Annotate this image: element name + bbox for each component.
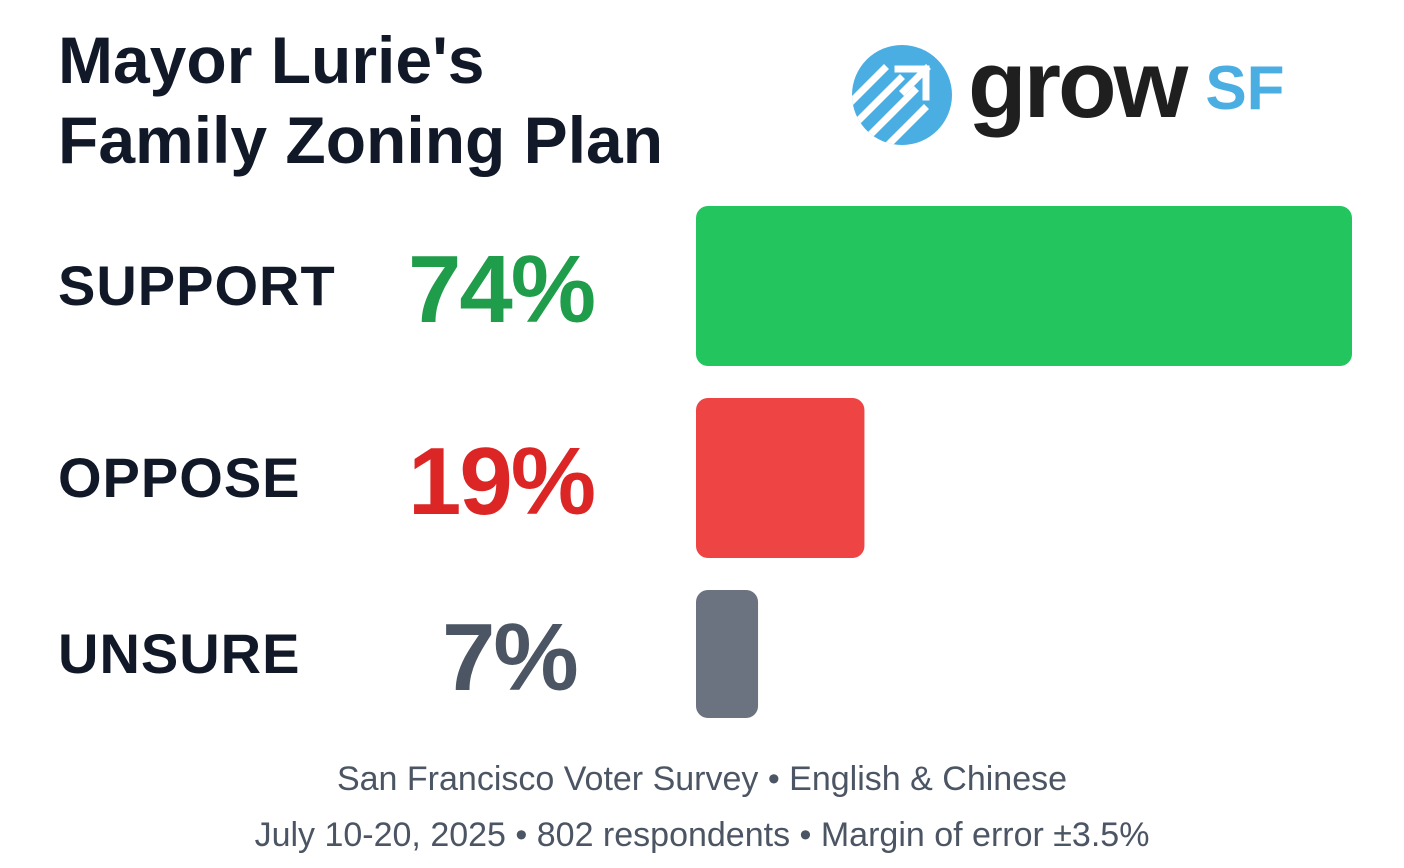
category-label-unsure: UNSURE — [58, 622, 301, 685]
growsf-logo: grow SF — [852, 31, 1285, 150]
bar-chart — [696, 206, 1352, 718]
value-label-unsure: 7% — [442, 604, 579, 711]
category-label-support: SUPPORT — [58, 254, 336, 317]
logo-wordmark: grow — [968, 31, 1188, 138]
chart-title-line-1: Mayor Lurie's — [58, 23, 485, 97]
bar-unsure — [696, 590, 759, 718]
chart-title-line-2: Family Zoning Plan — [58, 103, 664, 177]
value-label-oppose: 19% — [408, 428, 596, 535]
growsf-arrows-icon — [852, 45, 952, 145]
chart-title: Mayor Lurie's Family Zoning Plan — [58, 20, 663, 180]
survey-footer-line-2: July 10-20, 2025 • 802 respondents • Mar… — [254, 816, 1150, 854]
value-label-support: 74% — [408, 236, 596, 343]
survey-footer-line-1: San Francisco Voter Survey • English & C… — [336, 760, 1068, 798]
category-label-oppose: OPPOSE — [58, 446, 301, 509]
bar-oppose — [696, 398, 865, 558]
bar-support — [696, 206, 1352, 366]
logo-accent-text: SF — [1205, 54, 1285, 123]
